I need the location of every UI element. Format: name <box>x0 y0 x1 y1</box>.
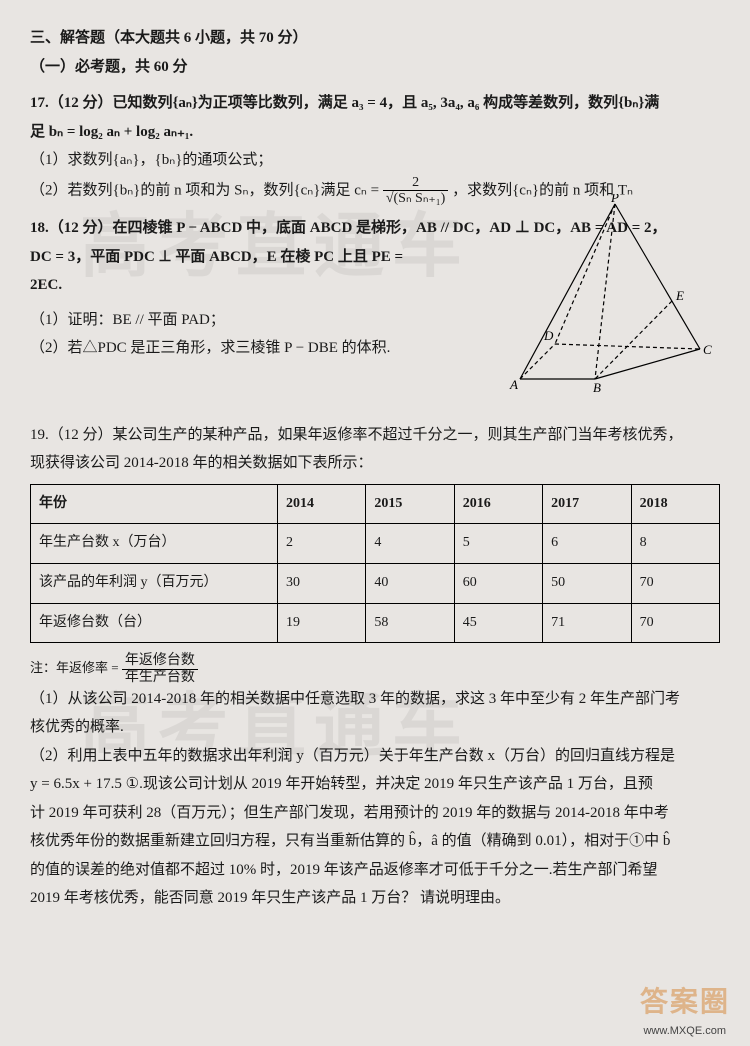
q19-table: 年份 2014 2015 2016 2017 2018 年生产台数 x（万台） … <box>30 484 720 643</box>
q19-p2c: 计 2019 年可获利 28（百万元）；但生产部门发现，若用预计的 2019 年… <box>30 799 720 828</box>
q18-l2: DC = 3，平面 PDC ⊥ 平面 ABCD，E 在棱 PC 上且 PE = <box>30 243 470 272</box>
q17-frac-den: √(Sₙ Sₙ₊₁) <box>383 191 449 206</box>
lbl-C: C <box>703 342 712 357</box>
th: 2015 <box>366 484 454 524</box>
lbl-D: D <box>543 328 554 343</box>
table-header-row: 年份 2014 2015 2016 2017 2018 <box>31 484 720 524</box>
q19-p1b: 核优秀的概率. <box>30 713 720 742</box>
td: 年返修台数（台） <box>31 603 278 643</box>
note-den: 年生产台数 <box>122 670 198 685</box>
q19: 19.（12 分）某公司生产的某种产品，如果年返修率不超过千分之一，则其生产部门… <box>30 421 720 913</box>
td: 58 <box>366 603 454 643</box>
lbl-B: B <box>593 380 601 394</box>
section-title: 三、解答题（本大题共 6 小题，共 70 分） <box>30 24 720 53</box>
q19-p2d: 核优秀年份的数据重新建立回归方程，只有当重新估算的 b̂，â 的值（精确到 0.… <box>30 827 720 856</box>
td: 71 <box>543 603 631 643</box>
q17-head2: 足 bₙ = log₂ aₙ + log₂ aₙ₊₁. <box>30 124 193 140</box>
th: 2016 <box>454 484 542 524</box>
note-frac: 年返修台数 年生产台数 <box>122 653 198 685</box>
td: 70 <box>631 563 719 603</box>
td: 50 <box>543 563 631 603</box>
td: 该产品的年利润 y（百万元） <box>31 563 278 603</box>
corner-url: www.MXQE.com <box>643 1021 726 1042</box>
td: 19 <box>278 603 366 643</box>
lbl-A: A <box>509 377 518 392</box>
th: 2017 <box>543 484 631 524</box>
td: 8 <box>631 524 719 564</box>
td: 60 <box>454 563 542 603</box>
table-row: 年生产台数 x（万台） 2 4 5 6 8 <box>31 524 720 564</box>
q19-p2f: 2019 年考核优秀，能否同意 2019 年只生产该产品 1 万台？ 请说明理由… <box>30 884 720 913</box>
td: 30 <box>278 563 366 603</box>
table-row: 年返修台数（台） 19 58 45 71 70 <box>31 603 720 643</box>
q17-p2a: （2）若数列{bₙ}的前 n 项和为 Sₙ，数列{cₙ}满足 cₙ = <box>30 182 383 198</box>
th: 年份 <box>31 484 278 524</box>
td: 6 <box>543 524 631 564</box>
td: 年生产台数 x（万台） <box>31 524 278 564</box>
th: 2014 <box>278 484 366 524</box>
pyramid-figure: P A B C D E <box>500 194 720 394</box>
q19-p2a: （2）利用上表中五年的数据求出年利润 y（百万元）关于年生产台数 x（万台）的回… <box>30 742 720 771</box>
q17-head: 17.（12 分）已知数列{aₙ}为正项等比数列，满足 a₃ = 4，且 a₅,… <box>30 95 659 111</box>
td: 2 <box>278 524 366 564</box>
th: 2018 <box>631 484 719 524</box>
q18: 18.（12 分）在四棱锥 P − ABCD 中，底面 ABCD 是梯形，AB … <box>30 214 720 413</box>
td: 45 <box>454 603 542 643</box>
q17-frac: 2 √(Sₙ Sₙ₊₁) <box>383 175 449 207</box>
section-sub: （一）必考题，共 60 分 <box>30 53 720 82</box>
td: 70 <box>631 603 719 643</box>
corner-brand: 答案圈 <box>640 975 730 1028</box>
lbl-E: E <box>675 288 684 303</box>
td: 4 <box>366 524 454 564</box>
q17-p1: （1）求数列{aₙ}，{bₙ}的通项公式； <box>30 152 272 168</box>
q17-frac-num: 2 <box>383 175 449 191</box>
table-row: 该产品的年利润 y（百万元） 30 40 60 50 70 <box>31 563 720 603</box>
td: 40 <box>366 563 454 603</box>
q19-p2b: y = 6.5x + 17.5 ①.现该公司计划从 2019 年开始转型，并决定… <box>30 770 720 799</box>
q19-intro1: 19.（12 分）某公司生产的某种产品，如果年返修率不超过千分之一，则其生产部门… <box>30 421 720 450</box>
note-num: 年返修台数 <box>122 653 198 669</box>
td: 5 <box>454 524 542 564</box>
q19-p2e: 的值的误差的绝对值都不超过 10% 时，2019 年该产品返修率才可低于千分之一… <box>30 856 720 885</box>
note-label: 注：年返修率 = <box>30 660 122 675</box>
q19-note: 注：年返修率 = 年返修台数 年生产台数 <box>30 653 720 685</box>
q19-p1a: （1）从该公司 2014-2018 年的相关数据中任意选取 3 年的数据，求这 … <box>30 685 720 714</box>
q17: 17.（12 分）已知数列{aₙ}为正项等比数列，满足 a₃ = 4，且 a₅,… <box>30 89 720 206</box>
lbl-P: P <box>610 194 619 205</box>
q19-intro2: 现获得该公司 2014-2018 年的相关数据如下表所示： <box>30 449 720 478</box>
